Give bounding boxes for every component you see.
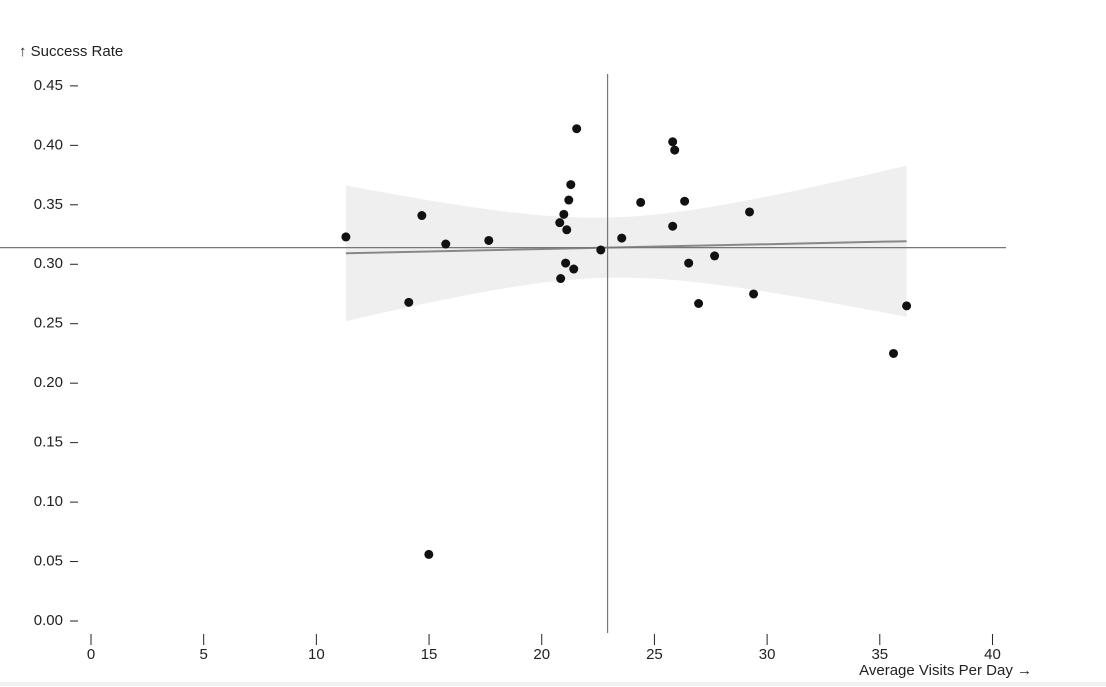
x-tick-label: 5 xyxy=(200,646,208,663)
point xyxy=(668,137,678,147)
point xyxy=(404,297,414,307)
point xyxy=(556,274,566,284)
point xyxy=(561,258,571,268)
point xyxy=(745,207,755,217)
y-tick-label: 0.20 xyxy=(34,374,63,391)
point xyxy=(680,196,690,206)
x-tick-label: 10 xyxy=(308,646,325,663)
point xyxy=(559,209,569,219)
point xyxy=(566,180,576,190)
y-tick-label: 0.30 xyxy=(34,255,63,272)
x-tick-label: 35 xyxy=(871,646,888,663)
x-axis-label: Average Visits Per Day → xyxy=(859,662,1032,679)
y-tick-label: 0.35 xyxy=(34,196,63,213)
point xyxy=(694,299,704,309)
point xyxy=(341,232,351,242)
y-tick-label: 0.00 xyxy=(34,612,63,629)
y-tick-label: 0.25 xyxy=(34,315,63,332)
point xyxy=(670,145,680,155)
point xyxy=(684,258,694,268)
point xyxy=(902,301,912,311)
x-tick-label: 15 xyxy=(421,646,438,663)
y-tick-label: 0.05 xyxy=(34,553,63,570)
y-tick-label: 0.10 xyxy=(34,493,63,510)
point xyxy=(710,251,720,261)
point xyxy=(572,124,582,134)
y-axis-label: ↑ Success Rate xyxy=(19,43,123,60)
point xyxy=(562,225,572,235)
x-tick-label: 0 xyxy=(87,646,95,663)
point xyxy=(569,264,579,274)
x-tick-label: 25 xyxy=(646,646,663,663)
point xyxy=(564,195,574,205)
x-tick-label: 40 xyxy=(984,646,1001,663)
point xyxy=(668,221,678,231)
point xyxy=(889,348,899,358)
point xyxy=(424,549,434,559)
point xyxy=(555,218,565,228)
y-tick-label: 0.40 xyxy=(34,136,63,153)
confidence-band xyxy=(345,165,907,322)
x-tick-label: 20 xyxy=(533,646,550,663)
point xyxy=(617,233,627,243)
point xyxy=(441,239,451,249)
point xyxy=(417,211,427,221)
y-tick-label: 0.45 xyxy=(34,77,63,94)
point xyxy=(596,245,606,255)
y-tick-label: 0.15 xyxy=(34,434,63,451)
x-tick-label: 30 xyxy=(759,646,776,663)
bottom-strip xyxy=(0,682,1106,686)
point xyxy=(636,197,646,207)
point xyxy=(484,235,494,245)
point xyxy=(749,289,759,299)
